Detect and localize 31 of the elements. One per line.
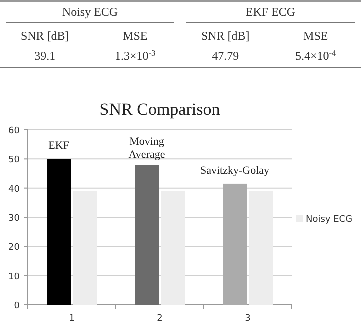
text: SNR [dB]: [201, 29, 250, 43]
y-tick-label: 60: [8, 126, 20, 136]
annotation: Moving Average: [128, 136, 166, 161]
annotation: EKF: [48, 140, 70, 152]
text: SNR [dB]: [20, 29, 70, 43]
text: MSE: [123, 29, 148, 43]
text: 39.1: [34, 49, 56, 63]
legend-label: Noisy ECG: [306, 215, 353, 225]
y-tick-label: 0: [14, 302, 20, 312]
y-tick-label: 20: [8, 243, 20, 254]
category-label: Noisy ECG: [62, 5, 118, 19]
x-tick-label: 2: [157, 314, 163, 324]
bar: [135, 165, 159, 305]
text: MSE: [304, 29, 328, 43]
text: 47.79: [212, 49, 240, 63]
y-tick-label: 50: [8, 156, 20, 166]
bar: [161, 190, 185, 305]
text: 5.4×10$^{-4}$: [295, 48, 336, 63]
bar: [47, 159, 71, 305]
y-tick-label: 10: [8, 272, 20, 282]
bar: [223, 184, 247, 305]
bar: [73, 190, 97, 305]
x-tick-label: 1: [69, 314, 75, 324]
category-label: EKF ECG: [246, 5, 296, 19]
bar: [249, 190, 273, 305]
annotation: Savitzky-Golay: [200, 164, 270, 177]
chart-title: SNR Comparison: [100, 100, 221, 119]
y-tick-label: 30: [8, 214, 20, 224]
y-tick-label: 40: [8, 184, 20, 195]
x-tick-label: 3: [245, 314, 251, 324]
text: 1.3×10$^{-3}$: [114, 48, 156, 63]
